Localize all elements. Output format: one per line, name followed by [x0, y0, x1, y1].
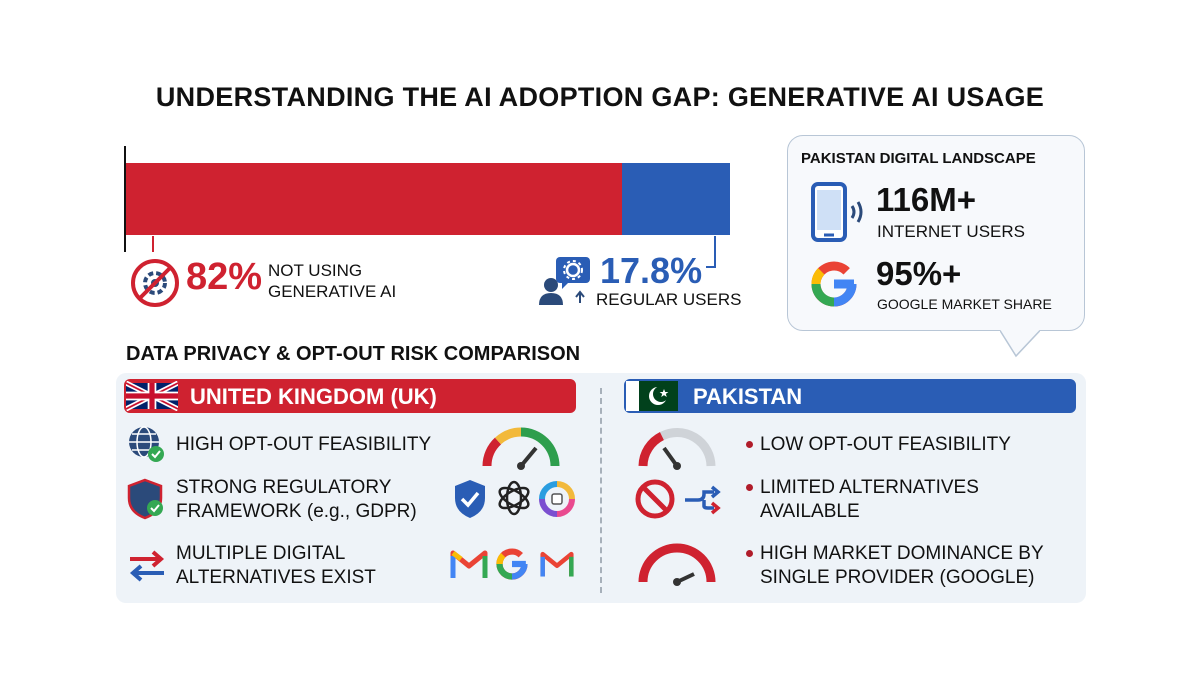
bullet-dot — [746, 550, 753, 557]
uk-row-1-text: HIGH OPT-OUT FEASIBILITY — [176, 434, 432, 455]
pakistan-row-2-line2: AVAILABLE — [760, 501, 860, 522]
not-using-percent: 82% — [186, 256, 263, 298]
pakistan-row-3-line2: SINGLE PROVIDER (GOOGLE) — [760, 567, 1035, 588]
uk-title: UNITED KINGDOM (UK) — [190, 384, 437, 409]
internet-users-value: 116M+ — [876, 181, 976, 218]
openai-knot-icon — [498, 480, 530, 516]
high-gauge-icon — [482, 427, 560, 470]
blue-shield-check-icon — [455, 480, 485, 518]
gmail-small-logo-icon — [540, 551, 574, 577]
leader-line-not-using — [152, 236, 154, 252]
pakistan-row-3-text: HIGH MARKET DOMINANCE BY SINGLE PROVIDER… — [760, 542, 1044, 590]
copilot-logo-icon — [539, 481, 575, 517]
uk-header-band — [124, 379, 576, 413]
google-icon — [811, 261, 857, 307]
uk-row-2-line1: STRONG REGULATORY — [176, 477, 392, 498]
no-ai-icon — [131, 259, 179, 307]
route-redirect-icon — [685, 485, 721, 515]
bar-segment-regular-users — [622, 163, 730, 235]
prohibited-icon — [635, 479, 675, 519]
pakistan-row-2-line1: LIMITED ALTERNATIVES — [760, 477, 979, 498]
gmail-logo-icon — [450, 550, 488, 578]
smartphone-icon — [811, 182, 863, 242]
uk-row-3-line2: ALTERNATIVES EXIST — [176, 567, 376, 588]
pakistan-row-2-text: LIMITED ALTERNATIVES AVAILABLE — [760, 476, 979, 524]
page-title: UNDERSTANDING THE AI ADOPTION GAP: GENER… — [155, 82, 1045, 112]
google-g-logo-icon — [496, 548, 528, 580]
pakistan-row-1-text: LOW OPT-OUT FEASIBILITY — [760, 434, 1011, 455]
pakistan-title: PAKISTAN — [693, 384, 803, 409]
uk-flag-icon — [126, 381, 178, 411]
uk-row-2-line2: FRAMEWORK (e.g., GDPR) — [176, 501, 417, 522]
not-using-label-line1: NOT USING — [268, 261, 363, 280]
user-gear-icon — [539, 257, 590, 305]
not-using-label: NOT USING GENERATIVE AI — [268, 260, 396, 302]
globe-check-icon — [129, 426, 164, 462]
pakistan-header-band — [624, 379, 1076, 413]
uk-row-3-text: MULTIPLE DIGITAL ALTERNATIVES EXIST — [176, 542, 376, 590]
comparison-heading: DATA PRIVACY & OPT-OUT RISK COMPARISON — [126, 343, 581, 365]
card-pointer-tail — [1000, 330, 1040, 358]
google-share-value: 95%+ — [876, 255, 962, 292]
uk-row-3-line1: MULTIPLE DIGITAL — [176, 543, 346, 564]
leader-line-regular-tick — [706, 266, 716, 268]
pakistan-card-title: PAKISTAN DIGITAL LANDSCAPE — [801, 150, 1036, 167]
uk-row-2-text: STRONG REGULATORY FRAMEWORK (e.g., GDPR) — [176, 476, 417, 524]
dominance-gauge-icon — [638, 543, 716, 586]
swap-arrows-icon — [129, 550, 165, 582]
bullet-dot — [746, 441, 753, 448]
bar-segment-not-using — [126, 163, 622, 235]
low-gauge-icon — [638, 428, 716, 470]
regular-users-percent: 17.8% — [600, 250, 703, 291]
shield-check-icon — [127, 478, 163, 520]
pakistan-flag-icon — [626, 381, 678, 411]
pakistan-row-3-line1: HIGH MARKET DOMINANCE BY — [760, 543, 1044, 564]
comparison-divider — [600, 388, 602, 593]
not-using-label-line2: GENERATIVE AI — [268, 282, 397, 301]
internet-users-label: INTERNET USERS — [877, 222, 1025, 241]
bar-axis-line — [124, 146, 126, 252]
regular-users-label: REGULAR USERS — [596, 290, 742, 309]
bullet-dot — [746, 484, 753, 491]
leader-line-regular — [714, 236, 716, 268]
google-share-label: GOOGLE MARKET SHARE — [877, 296, 1052, 312]
